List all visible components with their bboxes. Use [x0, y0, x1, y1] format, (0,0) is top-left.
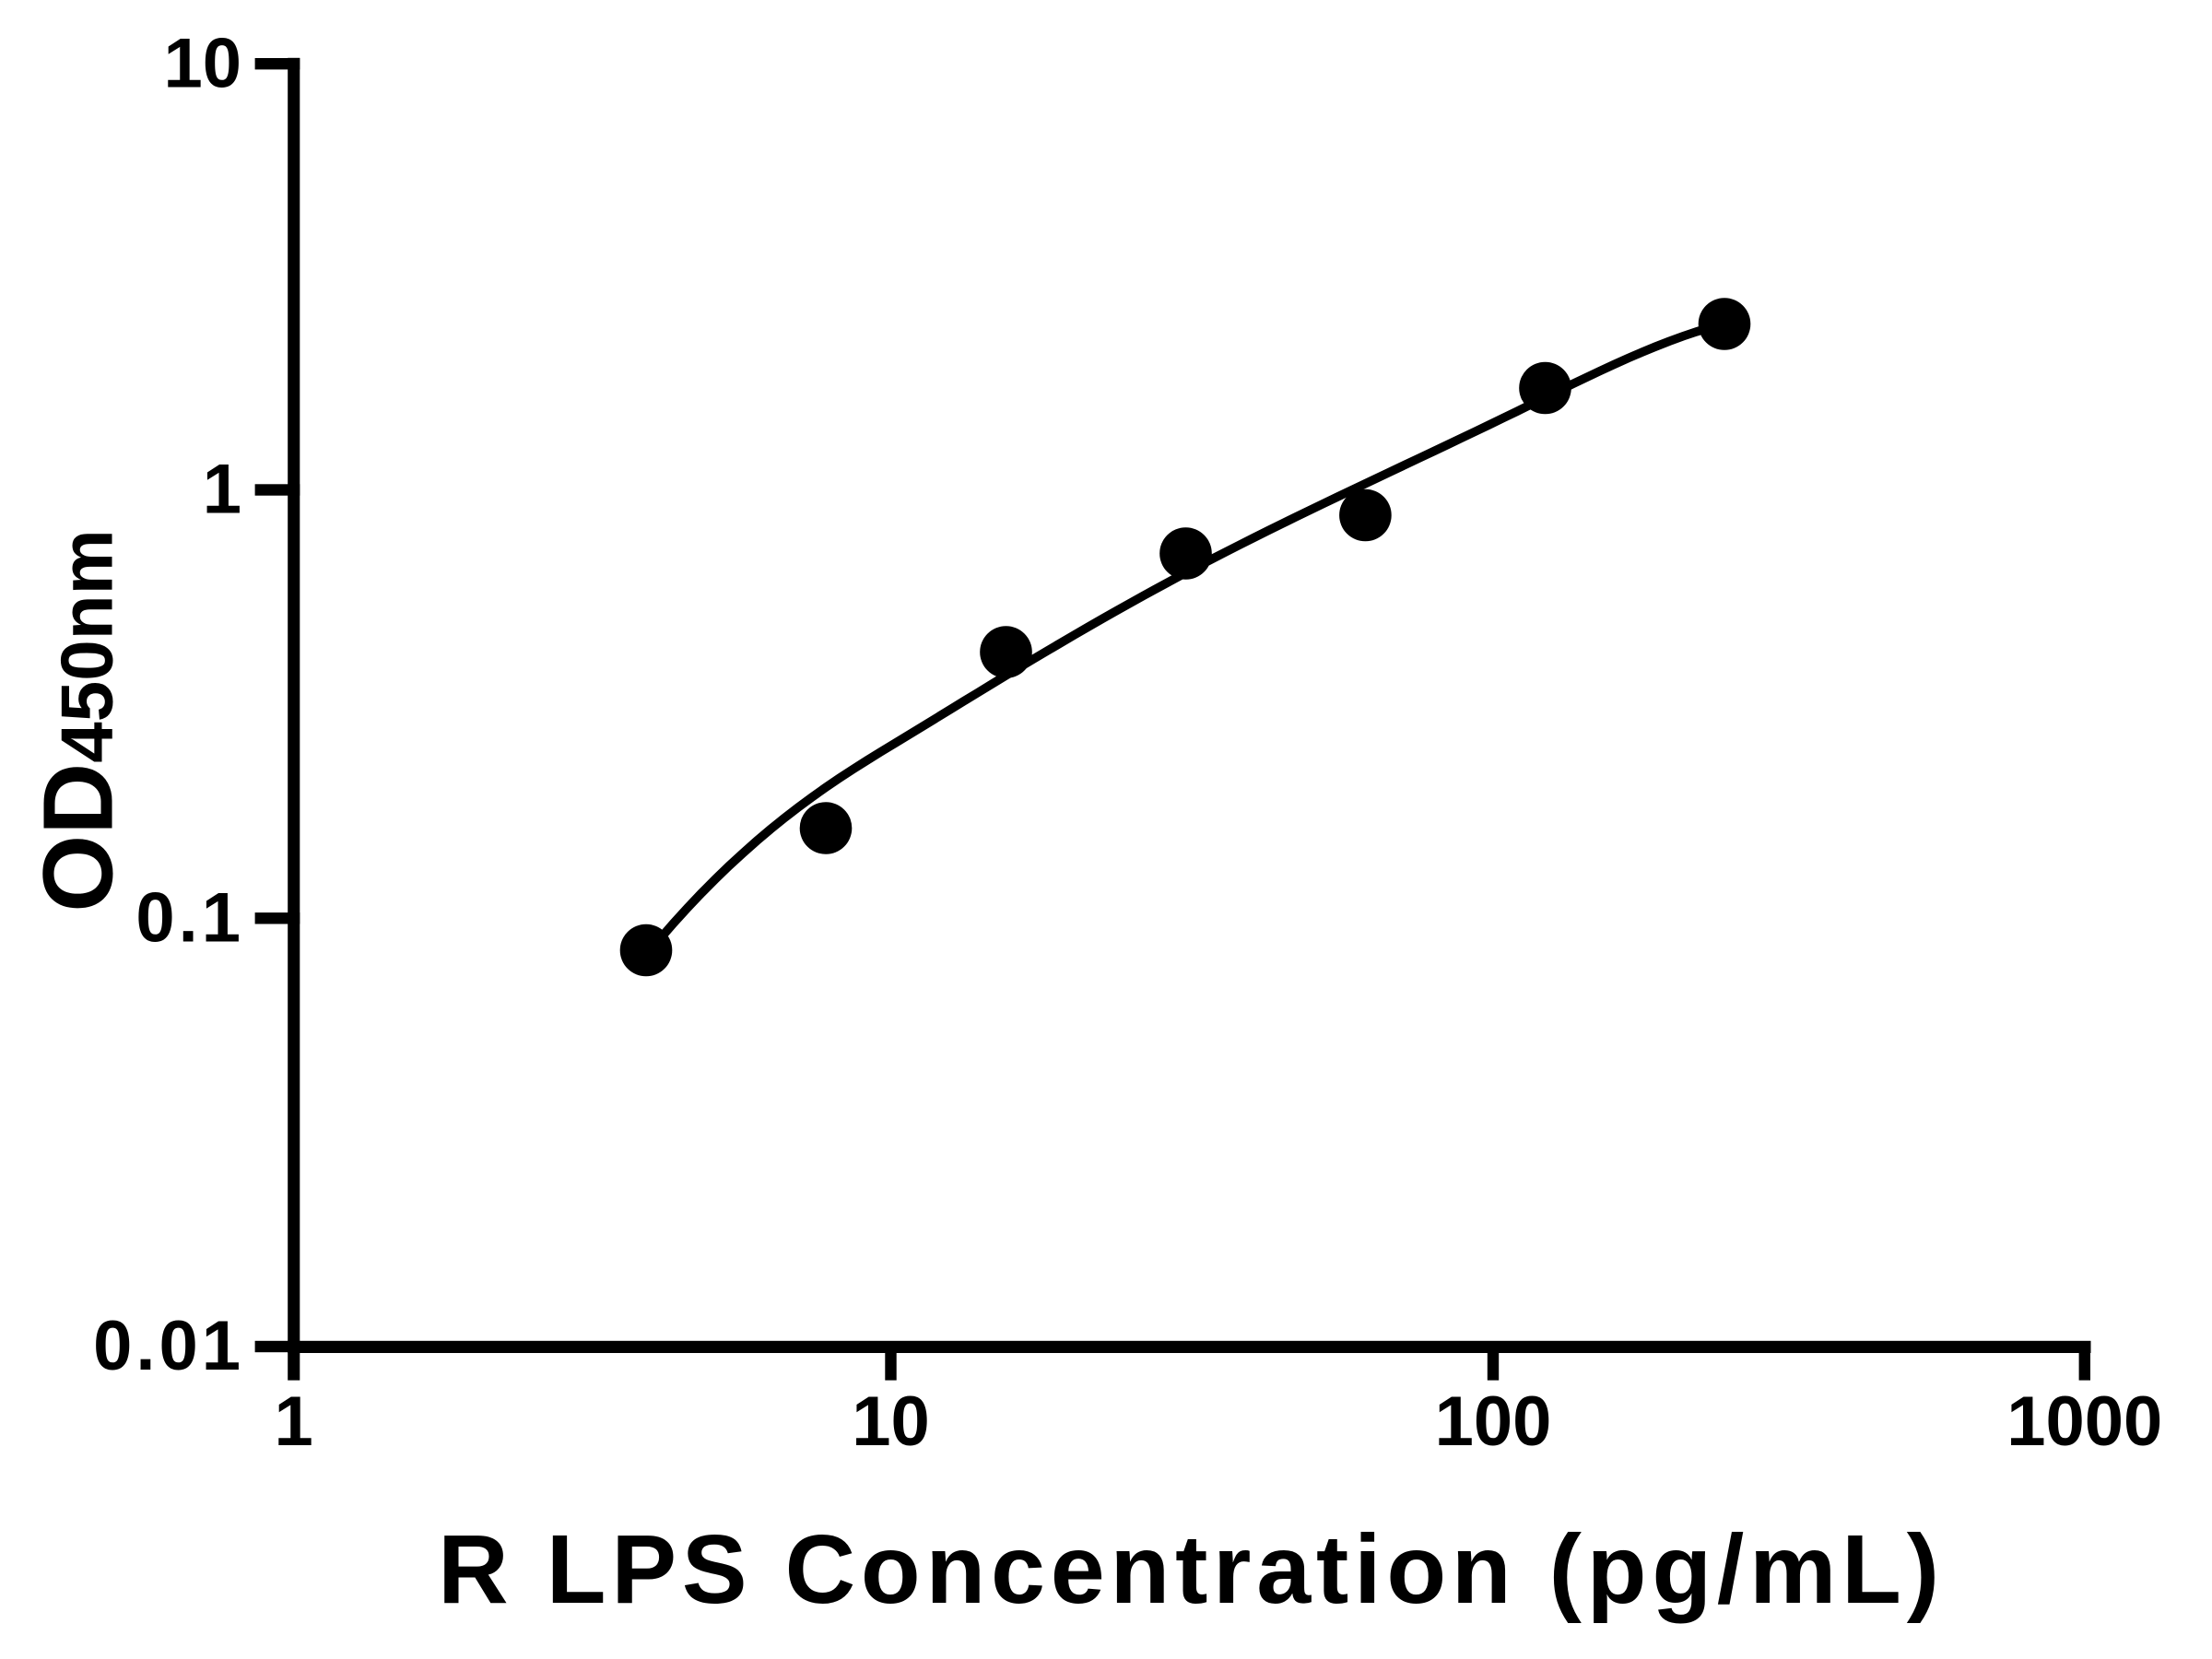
svg-text:OD450nm: OD450nm — [22, 529, 134, 912]
svg-text:1: 1 — [203, 451, 241, 529]
svg-text:10: 10 — [163, 24, 241, 102]
svg-text:10: 10 — [852, 1382, 930, 1461]
svg-text:R LPS Concentration (pg/mL): R LPS Concentration (pg/mL) — [438, 1515, 1945, 1624]
svg-text:0.01: 0.01 — [93, 1307, 244, 1385]
svg-text:1: 1 — [275, 1382, 313, 1461]
svg-text:0.1: 0.1 — [135, 879, 244, 958]
svg-text:1000: 1000 — [2006, 1382, 2162, 1461]
svg-text:100: 100 — [1435, 1382, 1552, 1461]
